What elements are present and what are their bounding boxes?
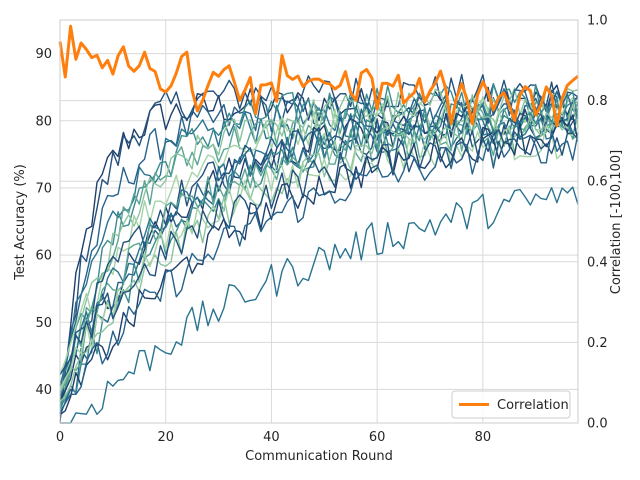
y-tick-label: 80 bbox=[35, 114, 52, 129]
legend-label: Correlation bbox=[497, 398, 569, 413]
accuracy-series-line bbox=[59, 114, 579, 416]
x-tick-label: 40 bbox=[263, 430, 280, 445]
x-tick-label: 20 bbox=[157, 430, 174, 445]
y2-axis-ticks: 0.0 0.2 0.4 0.6 0.8 1.0 bbox=[587, 14, 608, 432]
legend-box bbox=[451, 390, 571, 419]
y2-axis-title: Correlation [-100,100] bbox=[609, 150, 624, 294]
x-tick-label: 0 bbox=[56, 430, 64, 445]
y2-tick-label: 0.6 bbox=[587, 175, 608, 190]
y2-tick-label: 0.2 bbox=[587, 336, 608, 351]
x-axis-ticks: 0 20 40 60 80 bbox=[56, 430, 491, 445]
accuracy-series-line bbox=[59, 89, 579, 416]
correlation-line-group bbox=[58, 24, 579, 128]
y2-tick-label: 0.0 bbox=[587, 417, 608, 432]
y-tick-label: 50 bbox=[35, 316, 52, 331]
x-axis-title: Communication Round bbox=[245, 449, 393, 464]
x-tick-label: 60 bbox=[369, 430, 386, 445]
plot-frame bbox=[59, 19, 579, 424]
accuracy-series-line bbox=[59, 83, 579, 408]
y-tick-label: 90 bbox=[35, 47, 52, 62]
y2-tick-label: 1.0 bbox=[587, 14, 608, 29]
y-axis-ticks: 40 50 60 70 80 90 bbox=[35, 47, 52, 398]
y-axis-title: Test Accuracy (%) bbox=[13, 164, 28, 281]
legend: Correlation bbox=[451, 390, 571, 419]
accuracy-series-line bbox=[59, 119, 579, 395]
y2-tick-label: 0.4 bbox=[587, 255, 608, 270]
y-tick-label: 60 bbox=[35, 249, 52, 264]
x-tick-label: 80 bbox=[475, 430, 492, 445]
accuracy-series-line bbox=[60, 186, 579, 424]
y2-tick-label: 0.8 bbox=[587, 94, 608, 109]
accuracy-series-line bbox=[59, 129, 579, 376]
accuracy-series-line bbox=[59, 130, 579, 414]
correlation-line bbox=[58, 24, 579, 128]
y-tick-label: 70 bbox=[35, 181, 52, 196]
y-tick-label: 40 bbox=[35, 383, 52, 398]
accuracy-series-line bbox=[59, 73, 579, 414]
